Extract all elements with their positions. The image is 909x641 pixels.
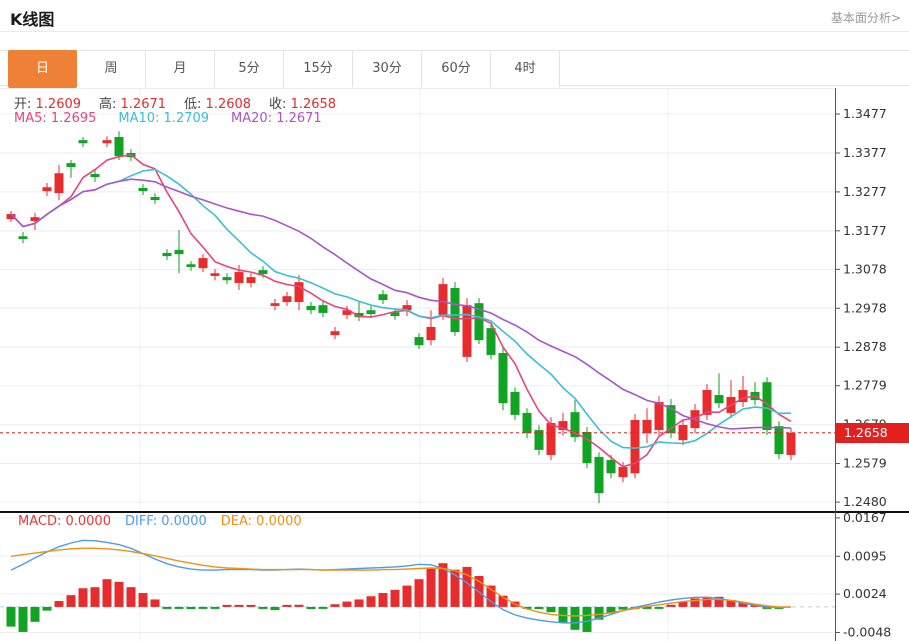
- ohlc-value: 1.2658: [290, 97, 337, 112]
- candles: [6, 131, 796, 504]
- ma5-line: [10, 153, 792, 468]
- panel-separator: [0, 511, 909, 513]
- tab-15min[interactable]: 15分: [284, 51, 353, 87]
- ma20-line: [10, 178, 792, 430]
- dea-line: [10, 547, 791, 617]
- tab-month[interactable]: 月: [146, 51, 215, 87]
- macd-tick-label: 0.0167: [843, 511, 887, 525]
- price-tick-label: 1.2579: [843, 456, 887, 471]
- ohlc-legend: 开: 1.2609 高: 1.2671 低: 1.2608 收: 1.2658: [14, 93, 354, 112]
- tab-60min[interactable]: 60分: [422, 51, 491, 87]
- macd-legend: MACD: 0.0000 DIFF: 0.0000 DEA: 0.0000: [18, 514, 316, 529]
- price-tick-label: 1.2978: [843, 300, 887, 315]
- ohlc-value: 1.2608: [205, 97, 252, 112]
- price-tick-label: 1.2779: [843, 378, 887, 393]
- ohlc-label: 开:: [14, 97, 36, 112]
- price-tick-label: 1.3377: [843, 145, 887, 160]
- price-tick-label: 1.2878: [843, 339, 887, 354]
- widget-header: K线图 基本面分析>: [0, 0, 909, 32]
- price-tick-label: 1.3477: [843, 106, 887, 121]
- macd-item-macd: MACD: 0.0000: [18, 514, 111, 529]
- ma-item-ma10: MA10: 1.2709: [118, 111, 210, 126]
- tab-30min[interactable]: 30分: [353, 51, 422, 87]
- macd-axis: 0.0167 0.0095 0.0024 -0.0048: [835, 511, 891, 639]
- macd-item-diff: DIFF: 0.0000: [124, 514, 207, 529]
- price-tick-label: 1.3277: [843, 184, 887, 199]
- tab-5min[interactable]: 5分: [215, 51, 284, 87]
- macd-histogram: [6, 563, 784, 632]
- diff-line: [10, 539, 792, 624]
- ohlc-label: 收:: [269, 97, 291, 112]
- ma-legend: MA5: 1.2695 MA10: 1.2709 MA20: 1.2671: [14, 111, 344, 126]
- tab-4hour[interactable]: 4时: [491, 51, 560, 87]
- ohlc-label: 高:: [99, 97, 121, 112]
- macd-item-dea: DEA: 0.0000: [220, 514, 302, 529]
- tab-day[interactable]: 日: [8, 50, 77, 88]
- price-tick-label: 1.3078: [843, 261, 887, 276]
- macd-tick-label: 0.0024: [843, 586, 887, 601]
- current-price-badge: 1.2658: [836, 423, 909, 443]
- macd-tick-label: 0.0095: [843, 548, 887, 563]
- period-tabbar: 日周月 5分 15分 30分 60分 4时: [0, 50, 909, 88]
- ohlc-value: 1.2609: [35, 97, 82, 112]
- fundamental-analysis-link[interactable]: 基本面分析>: [830, 11, 901, 25]
- macd-chart[interactable]: 0.0167 0.0095 0.0024 -0.0048: [0, 511, 909, 641]
- price-tick-label: 1.3177: [843, 223, 887, 238]
- ma-item-ma5: MA5: 1.2695: [14, 111, 97, 126]
- price-axis: 1.3477 1.3377 1.3277 1.3177 1.3078 1.2978 1.28…: [835, 106, 887, 509]
- page-title: K线图: [10, 10, 55, 29]
- macd-tick-label: -0.0048: [843, 624, 891, 639]
- ma10-line: [10, 168, 792, 449]
- price-tick-label: 1.2480: [843, 494, 887, 509]
- tab-week[interactable]: 周: [77, 51, 146, 87]
- ohlc-label: 低:: [184, 97, 206, 112]
- ma-item-ma20: MA20: 1.2671: [231, 111, 322, 126]
- ohlc-value: 1.2671: [120, 97, 167, 112]
- main-chart[interactable]: 1.3477 1.3377 1.3277 1.3177 1.3078 1.2978 1.28…: [0, 88, 909, 511]
